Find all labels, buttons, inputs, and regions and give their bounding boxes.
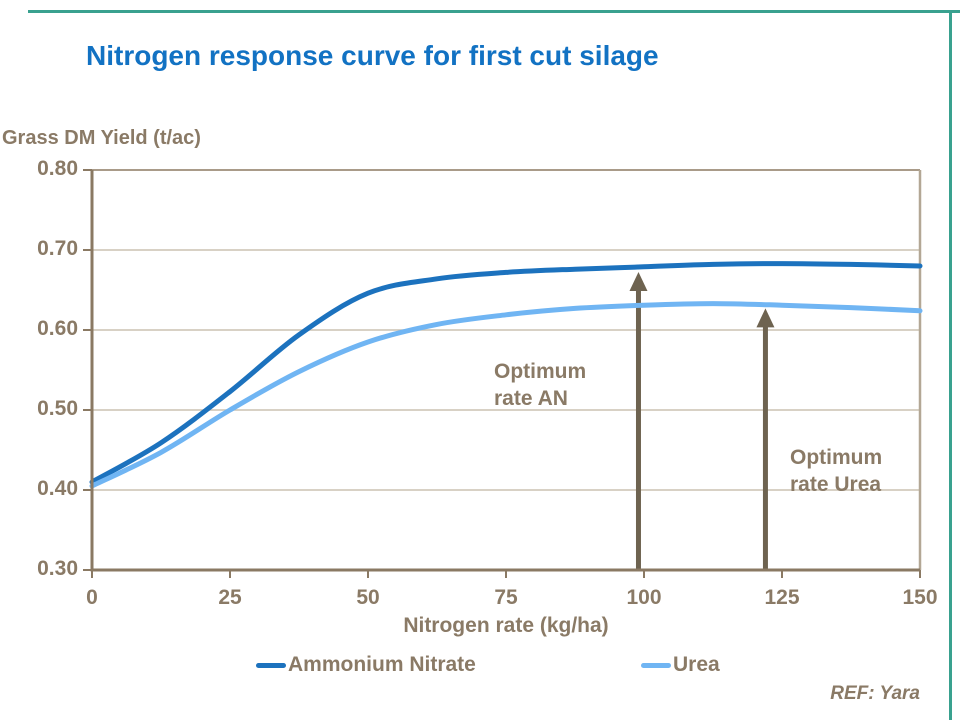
annotation-line: Optimum xyxy=(494,360,587,383)
annotation-optimum-urea: Optimum rate Urea xyxy=(790,444,882,498)
x-tick-label: 25 xyxy=(218,586,242,609)
x-tick-label: 0 xyxy=(86,586,98,609)
legend-item-ammonium-nitrate: Ammonium Nitrate xyxy=(256,653,476,677)
annotation-optimum-an: Optimum rate AN xyxy=(494,358,586,412)
x-tick-label: 125 xyxy=(764,586,800,609)
annotation-line: Optimum xyxy=(790,446,883,469)
accent-border-right xyxy=(949,10,952,720)
y-tick-label: 0.70 xyxy=(37,237,78,260)
y-tick-label: 0.80 xyxy=(37,157,78,180)
x-tick-label: 50 xyxy=(356,586,380,609)
page-title: Nitrogen response curve for first cut si… xyxy=(86,40,659,71)
series-line-urea xyxy=(89,301,923,489)
legend-swatch-urea xyxy=(641,662,671,668)
x-tick-label: 150 xyxy=(902,586,938,609)
legend-item-urea: Urea xyxy=(641,653,720,677)
y-tick-label: 0.40 xyxy=(37,477,78,500)
series-line-ammonium-nitrate xyxy=(89,261,923,485)
y-tick-label: 0.30 xyxy=(37,557,78,580)
x-tick-label: 100 xyxy=(626,586,662,609)
legend-label-ammonium-nitrate: Ammonium Nitrate xyxy=(288,653,476,676)
legend-label-urea: Urea xyxy=(673,653,720,676)
optimum-arrow-head xyxy=(629,272,648,291)
y-axis-title: Grass DM Yield (t/ac) xyxy=(2,127,201,149)
annotation-line: rate AN xyxy=(494,387,568,410)
annotation-line: rate Urea xyxy=(790,473,882,496)
reference-text: REF: Yara xyxy=(830,683,920,704)
y-tick-label: 0.50 xyxy=(37,397,78,420)
optimum-arrow-head xyxy=(756,308,775,328)
accent-border-top xyxy=(28,10,960,13)
legend-swatch-ammonium-nitrate xyxy=(256,662,286,668)
y-tick-label: 0.60 xyxy=(37,317,78,340)
x-tick-label: 75 xyxy=(494,586,518,609)
x-axis-title: Nitrogen rate (kg/ha) xyxy=(403,614,609,637)
